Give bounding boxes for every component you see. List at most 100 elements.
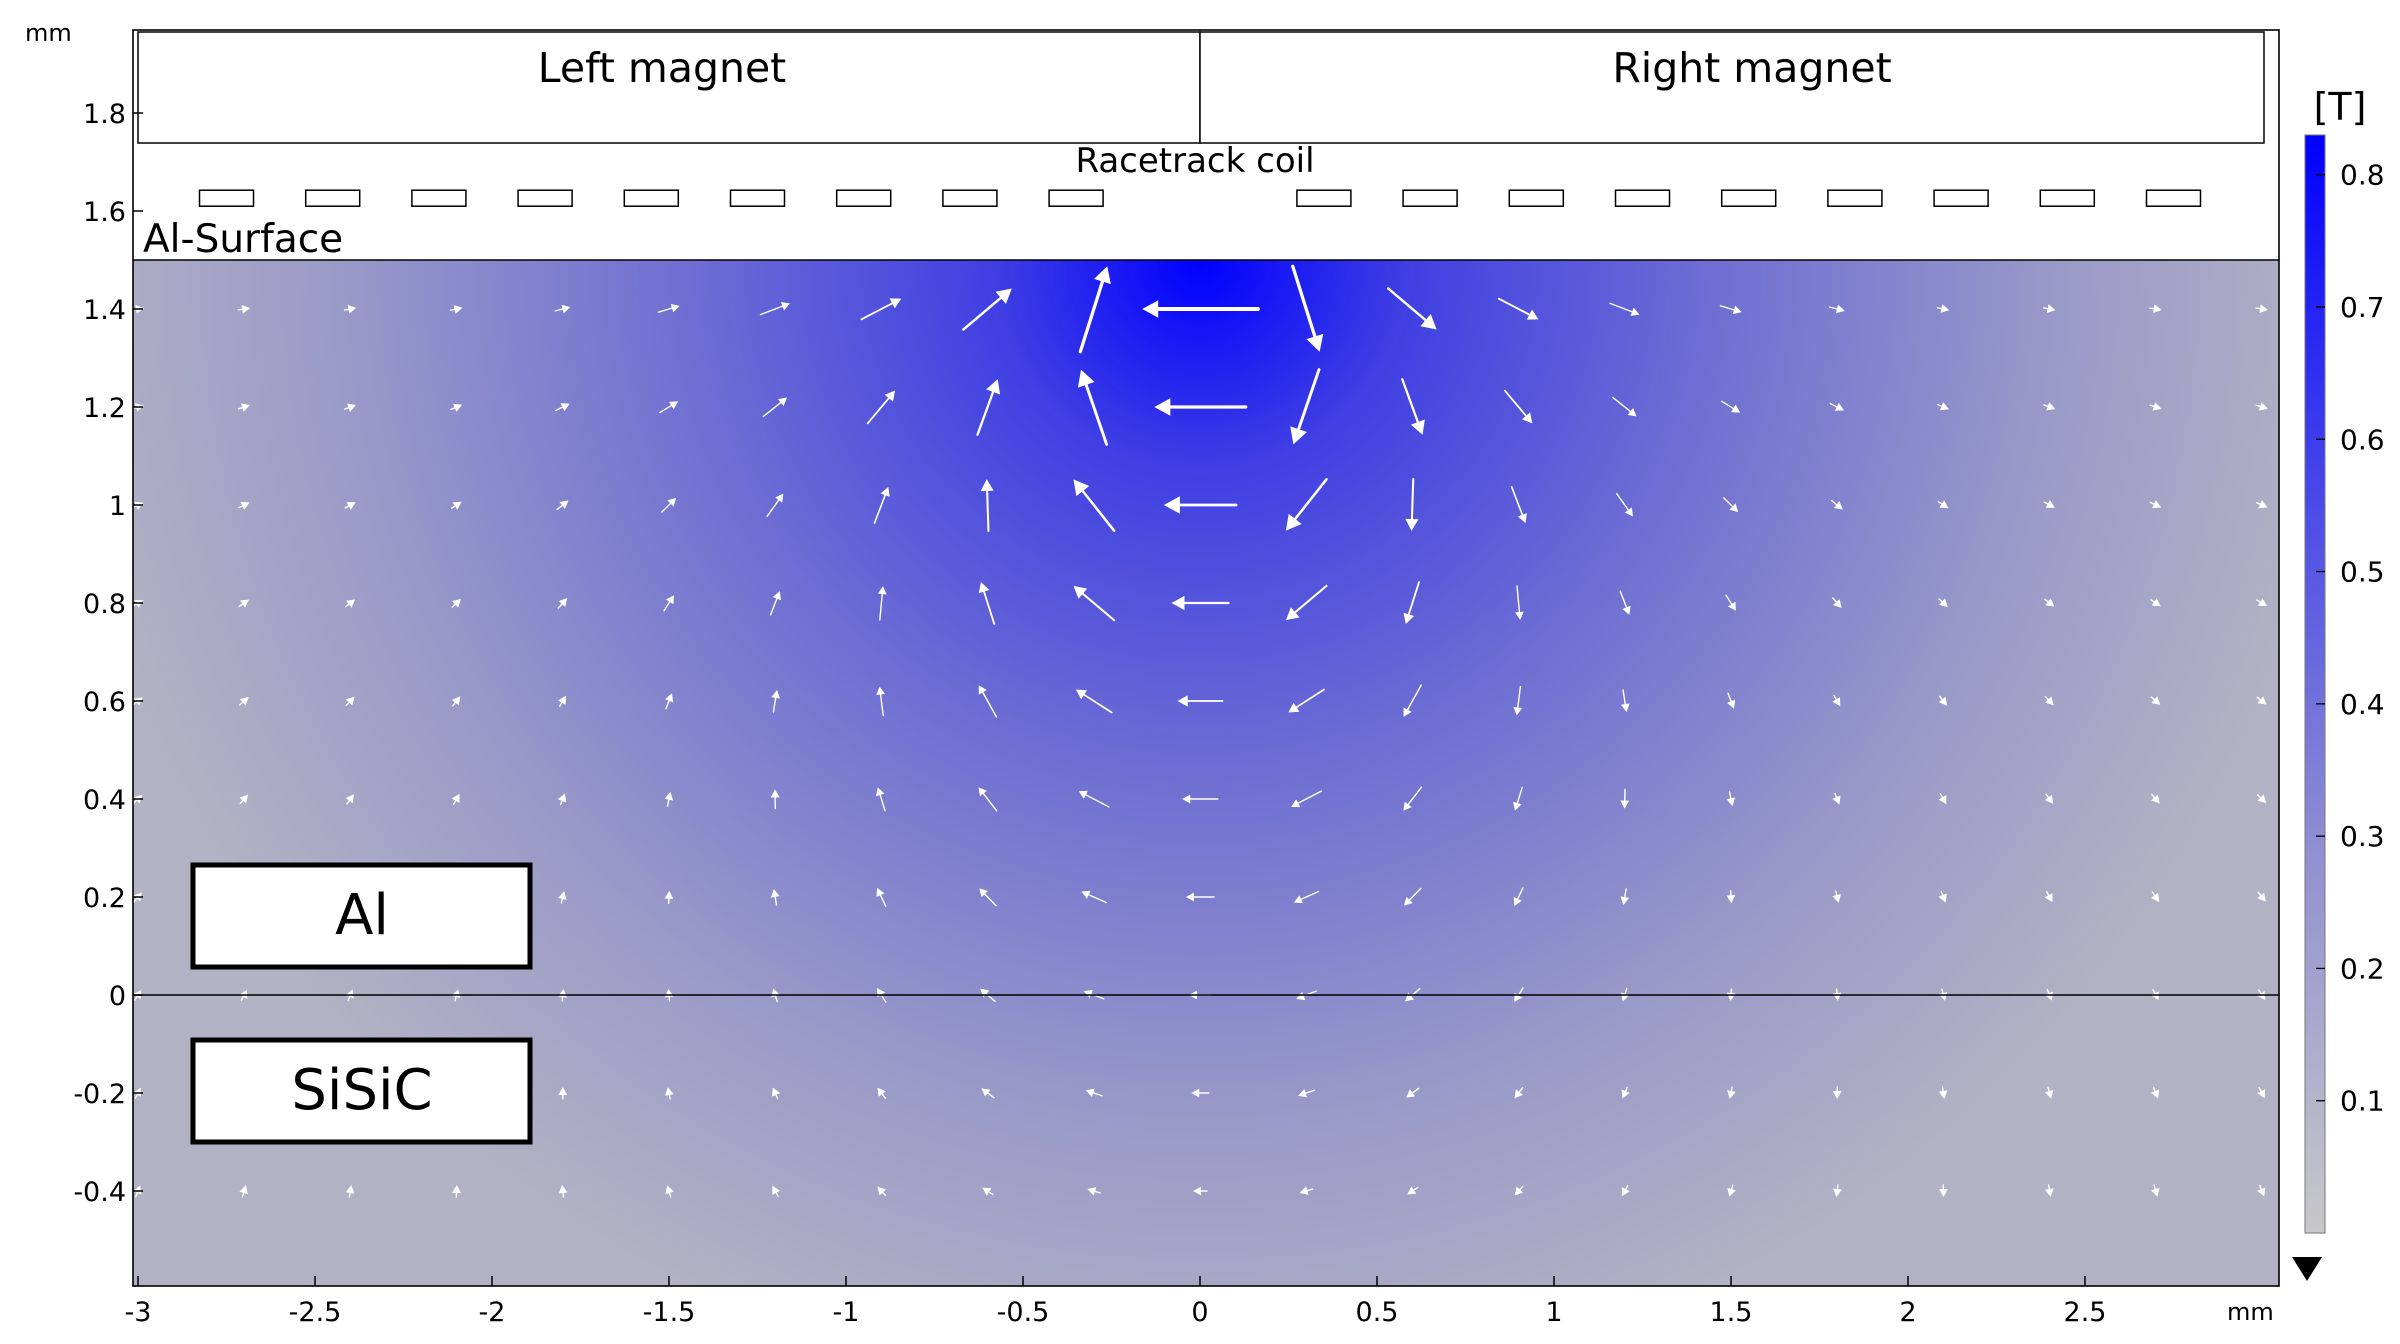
coil-turn	[198, 189, 255, 207]
field-arrow	[1830, 499, 1843, 510]
field-arrow	[1163, 496, 1238, 514]
field-arrow	[1938, 793, 1947, 805]
x-axis: -3 -2.5 -2 -1.5 -1 -0.5 0 0.5 1 1.5 2 2.5	[125, 1276, 2106, 1328]
coil-turn	[517, 189, 573, 207]
al-label-box: Al	[190, 862, 533, 970]
field-arrow	[769, 591, 781, 616]
field-arrow	[1727, 1086, 1736, 1099]
field-arrow	[1727, 1184, 1736, 1197]
field-arrow	[239, 1185, 248, 1198]
coil-turn	[1933, 189, 1989, 207]
field-arrow	[1727, 692, 1736, 709]
field-arrow	[877, 586, 887, 621]
field-arrow	[2149, 500, 2162, 509]
colorbar-tick-label: 0.3	[2340, 820, 2385, 853]
field-arrow	[2257, 891, 2266, 902]
x-tick-label: 0.5	[1356, 1297, 1399, 1328]
field-arrow	[981, 1088, 995, 1099]
field-arrow	[1621, 1086, 1630, 1099]
field-arrow	[1829, 402, 1845, 411]
field-arrow	[2255, 500, 2268, 509]
field-arrow	[1386, 287, 1437, 330]
field-arrow	[1612, 396, 1637, 417]
field-arrow	[238, 697, 249, 706]
y-tick-label: 0.2	[83, 883, 126, 914]
field-arrow	[2044, 1086, 2054, 1099]
field-arrow	[1077, 369, 1109, 446]
field-arrow	[1285, 478, 1328, 531]
field-arrow	[1832, 792, 1841, 805]
field-arrow	[1513, 887, 1524, 907]
x-tick-label: 1	[1545, 1297, 1562, 1328]
field-arrow	[1609, 302, 1640, 316]
field-arrow	[766, 493, 784, 518]
field-arrow	[2149, 402, 2162, 411]
field-arrow	[978, 685, 998, 718]
field-arrow	[1620, 888, 1630, 905]
field-arrow	[2150, 598, 2161, 607]
field-arrow	[2257, 794, 2267, 804]
field-arrow	[1288, 688, 1325, 713]
field-arrow	[661, 497, 677, 513]
coil-turn	[411, 189, 467, 207]
field-arrow	[1497, 297, 1539, 320]
field-arrow	[979, 888, 997, 907]
field-arrow	[2044, 695, 2054, 706]
x-tick-label: 1.5	[1710, 1297, 1753, 1328]
field-arrow	[239, 794, 249, 805]
y-tick-label: 0.6	[83, 687, 126, 718]
field-arrow	[978, 787, 998, 812]
colorbar: [T] 0.1 0.2 0.3 0.4 0.5 0.6 0.7 0.8	[2292, 85, 2385, 1281]
x-tick-label: -2.5	[289, 1297, 342, 1328]
field-arrow	[133, 1185, 142, 1198]
field-arrow	[1832, 890, 1842, 903]
field-arrows	[133, 264, 2268, 1198]
colorbar-tick-label: 0.7	[2340, 291, 2385, 324]
right-magnet-label: Right magnet	[1612, 44, 1891, 92]
field-arrow	[875, 787, 886, 812]
field-arrow	[772, 1185, 781, 1197]
coil-turn	[1508, 189, 1565, 207]
left-magnet	[137, 31, 1201, 144]
colorbar-tick-label: 0.6	[2340, 423, 2385, 456]
x-unit-label: mm	[2227, 1298, 2274, 1326]
colorbar-tick-label: 0.8	[2340, 159, 2385, 192]
coil-turn	[2145, 189, 2202, 207]
coil-turn	[1296, 189, 1352, 207]
field-arrow	[237, 403, 250, 412]
field-arrow	[2043, 402, 2056, 411]
y-unit-label: mm	[25, 19, 72, 47]
field-arrow	[558, 1185, 568, 1198]
coil-turn	[1614, 189, 1671, 207]
field-arrow	[1723, 497, 1739, 513]
field-arrow	[1171, 595, 1230, 611]
field-arrow	[2257, 1184, 2266, 1197]
field-arrow	[1938, 988, 1948, 1001]
field-arrow	[664, 791, 674, 807]
field-arrow	[2151, 793, 2160, 804]
y-tick-label: 1.8	[83, 99, 126, 130]
colorbar-bar	[2304, 134, 2326, 1234]
field-arrow	[451, 696, 461, 707]
field-arrow	[1832, 597, 1842, 609]
field-arrow	[554, 304, 571, 314]
field-arrow	[1938, 1184, 1948, 1197]
field-arrow	[1078, 790, 1110, 808]
coil-label: Racetrack coil	[1075, 141, 1314, 181]
field-arrow	[873, 486, 890, 524]
field-arrow	[558, 1087, 568, 1100]
field-arrow	[451, 598, 462, 608]
field-arrow	[1401, 378, 1425, 435]
field-arrow	[1403, 581, 1420, 624]
field-arrow	[345, 794, 354, 805]
field-arrow	[1937, 500, 1949, 509]
y-tick-label: 1.6	[83, 197, 126, 228]
field-arrow	[1285, 584, 1328, 621]
sisic-label-box: SiSiC	[190, 1037, 533, 1145]
field-arrow	[133, 1087, 141, 1100]
field-arrow	[866, 390, 896, 425]
field-arrow	[2044, 988, 2053, 1001]
field-arrow	[345, 1185, 355, 1198]
coil-turn	[1048, 189, 1104, 207]
y-tick-label: 0.8	[83, 589, 126, 620]
